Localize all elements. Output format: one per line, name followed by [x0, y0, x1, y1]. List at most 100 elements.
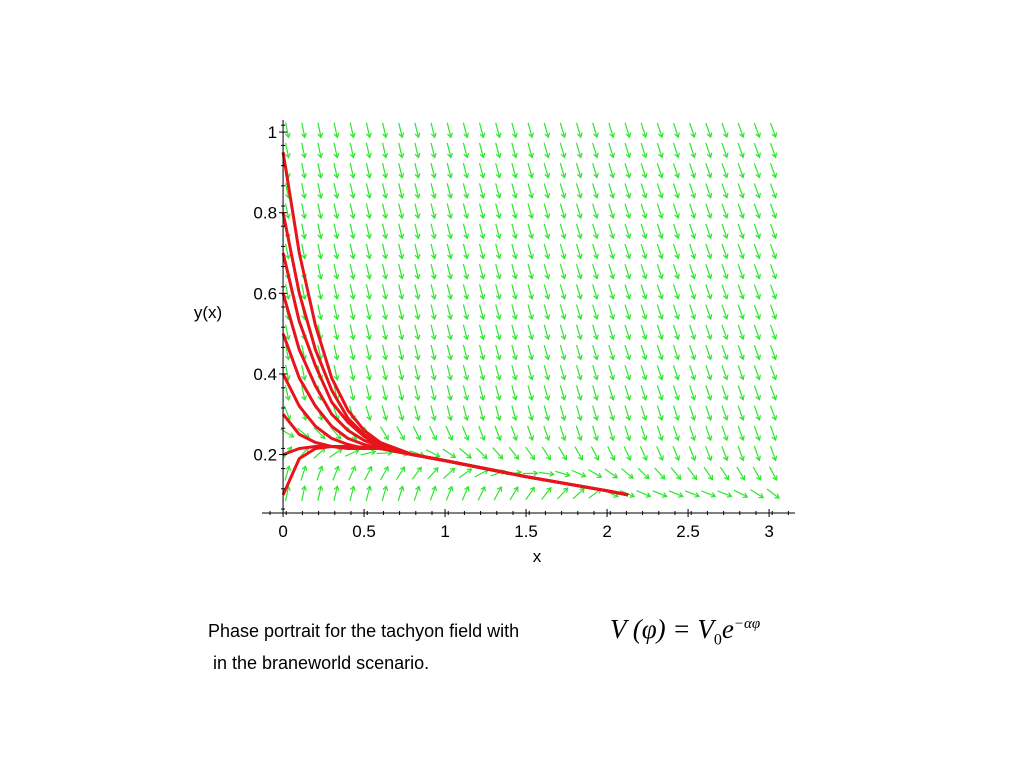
- field-arrow-head: [657, 415, 664, 422]
- field-arrow: [511, 142, 517, 158]
- field-arrow: [365, 203, 371, 219]
- field-arrow: [398, 183, 403, 199]
- field-arrow: [511, 385, 517, 400]
- field-arrow-head: [690, 213, 697, 219]
- field-arrow: [753, 344, 760, 360]
- field-arrow-head: [609, 435, 616, 442]
- field-arrow: [317, 142, 322, 158]
- field-arrow-head: [641, 233, 648, 240]
- field-arrow: [571, 469, 586, 477]
- field-arrow: [624, 284, 631, 299]
- field-arrow-head: [629, 492, 636, 498]
- field-arrow: [317, 223, 322, 239]
- field-arrow: [607, 446, 615, 461]
- field-arrow-head: [511, 152, 518, 159]
- field-arrow: [705, 304, 712, 320]
- field-arrow: [737, 264, 744, 279]
- field-arrow: [446, 142, 452, 158]
- field-arrow: [608, 365, 614, 380]
- field-arrow: [624, 183, 631, 198]
- field-arrow: [624, 203, 631, 219]
- field-arrow: [462, 364, 468, 380]
- field-arrow-head: [382, 415, 389, 422]
- field-arrow: [398, 263, 403, 279]
- field-arrow: [284, 385, 290, 401]
- field-arrow-head: [464, 485, 470, 492]
- field-arrow: [640, 142, 647, 158]
- field-arrow: [575, 344, 582, 360]
- field-arrow-head: [674, 394, 680, 401]
- field-arrow: [495, 304, 501, 320]
- field-arrow-head: [349, 395, 356, 402]
- field-arrow: [624, 243, 631, 259]
- field-arrow: [721, 122, 728, 138]
- field-arrow: [640, 365, 647, 380]
- field-arrow-head: [576, 294, 583, 300]
- field-arrow-head: [706, 273, 713, 280]
- field-arrow-head: [593, 354, 599, 361]
- field-arrow-head: [349, 132, 356, 139]
- field-arrow-head: [593, 152, 599, 159]
- field-arrow: [592, 324, 598, 340]
- field-arrow-head: [466, 468, 473, 474]
- field-arrow-head: [349, 375, 356, 381]
- field-arrow: [592, 183, 598, 198]
- field-arrow-head: [722, 152, 729, 159]
- field-arrow: [624, 405, 631, 421]
- field-arrow: [640, 304, 647, 320]
- field-arrow: [430, 405, 436, 421]
- field-arrow-head: [430, 274, 437, 280]
- field-arrow: [317, 304, 322, 320]
- field-arrow: [753, 425, 760, 441]
- field-arrow: [511, 405, 517, 421]
- x-axis-label: x: [533, 547, 542, 566]
- field-arrow: [656, 243, 663, 259]
- field-arrow-head: [771, 172, 778, 179]
- x-tick-label: 2: [602, 522, 611, 541]
- field-arrow-head: [349, 213, 356, 220]
- field-arrow-head: [430, 173, 437, 179]
- field-arrow: [430, 304, 436, 320]
- field-arrow: [559, 203, 566, 219]
- field-arrow-head: [382, 375, 389, 381]
- field-arrow-head: [349, 253, 356, 260]
- field-arrow: [344, 449, 359, 457]
- field-arrow-head: [609, 354, 616, 361]
- field-arrow-head: [382, 354, 389, 361]
- field-arrow: [478, 162, 484, 178]
- field-arrow: [624, 365, 631, 380]
- field-arrow-head: [398, 354, 405, 361]
- field-arrow: [316, 466, 323, 481]
- field-arrow: [478, 364, 484, 380]
- field-arrow: [672, 223, 679, 239]
- field-arrow: [458, 468, 472, 479]
- field-arrow: [317, 263, 322, 279]
- field-arrow-head: [317, 485, 324, 491]
- field-arrow: [527, 264, 533, 279]
- field-arrow-head: [706, 293, 713, 300]
- field-arrow: [684, 490, 700, 497]
- field-arrow-head: [513, 486, 519, 492]
- field-arrow-head: [690, 172, 697, 179]
- field-arrow-head: [511, 172, 518, 179]
- field-arrow-head: [641, 193, 648, 199]
- field-arrow: [284, 466, 290, 481]
- field-arrow-head: [463, 435, 470, 441]
- field-arrow: [478, 284, 484, 300]
- field-arrow-head: [511, 132, 518, 139]
- field-arrow: [640, 163, 647, 178]
- field-arrow: [430, 142, 436, 158]
- field-arrow: [592, 223, 598, 239]
- field-arrow: [398, 304, 403, 320]
- field-arrow: [414, 344, 420, 360]
- field-arrow: [317, 344, 322, 360]
- field-arrow-head: [495, 152, 502, 159]
- field-arrow-head: [495, 132, 502, 139]
- field-arrow: [769, 344, 777, 360]
- field-arrow: [446, 284, 452, 300]
- field-arrow: [608, 344, 614, 360]
- field-arrow: [654, 467, 666, 480]
- field-arrow: [737, 142, 744, 158]
- field-arrow-head: [576, 132, 583, 139]
- field-arrow-head: [415, 485, 421, 492]
